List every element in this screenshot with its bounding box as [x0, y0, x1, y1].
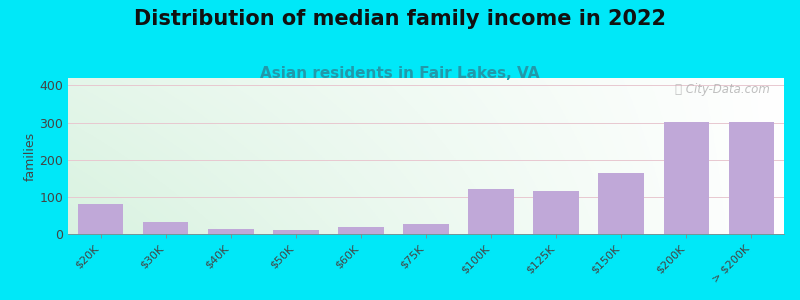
Bar [598, 173, 644, 234]
Bar [143, 222, 189, 234]
Text: Ⓣ City-Data.com: Ⓣ City-Data.com [675, 83, 770, 96]
Bar [663, 122, 709, 234]
Bar [403, 224, 449, 234]
Bar [273, 230, 318, 234]
Bar [729, 122, 774, 234]
Bar [78, 204, 123, 234]
Bar [338, 226, 384, 234]
Text: Distribution of median family income in 2022: Distribution of median family income in … [134, 9, 666, 29]
Text: Asian residents in Fair Lakes, VA: Asian residents in Fair Lakes, VA [260, 66, 540, 81]
Bar [468, 189, 514, 234]
Bar [208, 229, 254, 234]
Y-axis label: families: families [23, 131, 37, 181]
Bar [534, 191, 579, 234]
